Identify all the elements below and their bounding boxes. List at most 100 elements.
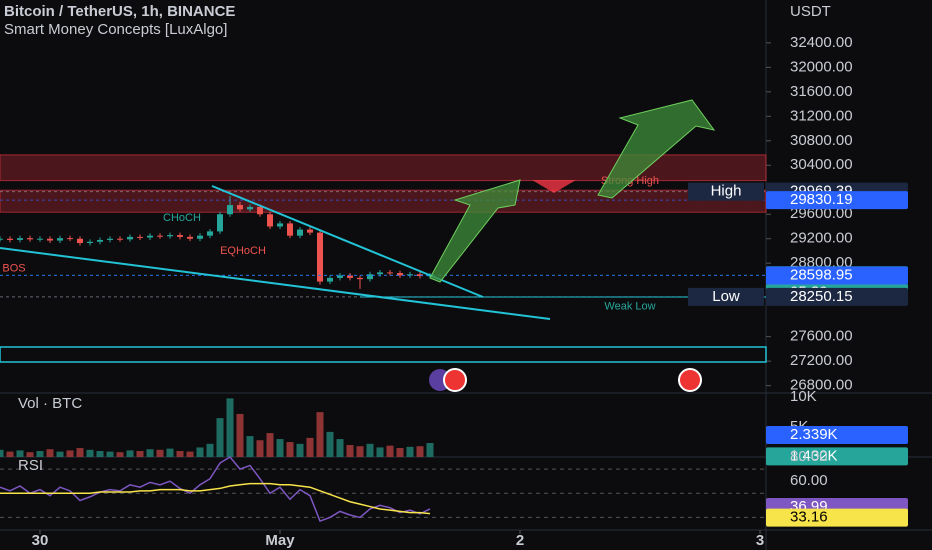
candle-body: [387, 272, 393, 274]
price-tag: [766, 266, 908, 285]
volume-bar: [196, 447, 204, 457]
tag-value: 28250.15: [790, 288, 853, 305]
volume-bar: [136, 451, 144, 457]
annotation: BOS: [2, 262, 25, 274]
y-tick-label: 60.00: [790, 472, 828, 489]
x-tick-label: May: [265, 532, 295, 549]
volume-bar: [0, 449, 4, 457]
volume-bar: [316, 412, 324, 457]
candle-body: [347, 275, 353, 278]
candle-body: [127, 236, 133, 240]
tag-name: High: [711, 183, 742, 200]
y-tick-label: 10K: [790, 388, 817, 405]
candle-body: [167, 235, 173, 237]
candle-body: [367, 274, 373, 280]
volume-bar: [306, 437, 314, 457]
candle-body: [27, 238, 33, 240]
candle-body: [397, 273, 403, 276]
volume-bar: [346, 445, 354, 457]
tag-value: 29830.19: [790, 191, 853, 208]
volume-bar: [366, 443, 374, 457]
candle-body: [137, 236, 143, 238]
chart-subtitle: Smart Money Concepts [LuxAlgo]: [4, 21, 227, 38]
candle-body: [97, 239, 103, 242]
volume-bar: [46, 449, 54, 457]
volume-bar: [256, 440, 264, 457]
price-tag: [766, 447, 908, 466]
y-tick-label: 32000.00: [790, 58, 853, 75]
candle-body: [17, 238, 23, 240]
volume-bar: [336, 439, 344, 457]
candle-body: [187, 236, 193, 239]
candle-body: [217, 214, 223, 232]
candle-body: [107, 238, 113, 240]
candle-body: [87, 241, 93, 244]
tag-value: 28598.95: [790, 267, 853, 284]
volume-bar: [416, 446, 424, 457]
volume-bar: [96, 451, 104, 457]
candle-body: [57, 238, 63, 241]
volume-bar: [66, 450, 74, 457]
candle-body: [0, 238, 3, 240]
y-tick-label: 30400.00: [790, 156, 853, 173]
volume-bar: [296, 443, 304, 457]
arrow: [597, 99, 716, 199]
candle-body: [297, 229, 303, 236]
pane-title: RSI: [18, 457, 43, 474]
candle-body: [337, 275, 343, 278]
volume-bar: [426, 443, 434, 457]
candle-body: [227, 205, 233, 215]
candle-body: [257, 206, 263, 215]
pane-title: Vol · BTC: [18, 395, 82, 412]
rsi-line: [0, 456, 431, 523]
x-tick-label: 3: [756, 532, 764, 549]
price-tag: [766, 191, 908, 210]
volume-bar: [106, 451, 114, 457]
candle-body: [327, 277, 333, 282]
candle-body: [207, 231, 213, 236]
volume-bar: [26, 452, 34, 457]
volume-bar: [246, 436, 254, 457]
tag-value: 33.16: [790, 509, 828, 526]
y-tick-label: 27200.00: [790, 352, 853, 369]
candle-body: [117, 238, 123, 240]
y-tick-label: 31600.00: [790, 83, 853, 100]
candle-body: [67, 238, 73, 240]
volume-bar: [6, 451, 14, 457]
volume-bar: [266, 433, 274, 457]
tag-name-box: [688, 182, 764, 201]
y-tick-label: 30800.00: [790, 132, 853, 149]
candle-body: [7, 238, 13, 240]
volume-bar: [166, 448, 174, 457]
chart-title: Bitcoin / TetherUS, 1h, BINANCE: [4, 3, 235, 20]
volume-bar: [146, 449, 154, 457]
volume-bar: [76, 448, 84, 457]
y-tick-label: 29200.00: [790, 230, 853, 247]
tag-name-box: [688, 287, 764, 306]
channel: [0, 346, 767, 363]
annotation: CHoCH: [163, 212, 201, 224]
y-tick-label: 32400.00: [790, 34, 853, 51]
candle-body: [47, 238, 53, 241]
candle-body: [317, 232, 323, 282]
y-tick-label: 27600.00: [790, 328, 853, 345]
price-tag: [766, 508, 908, 527]
volume-bar: [126, 450, 134, 457]
event-icon: [429, 368, 702, 392]
volume-bar: [286, 442, 294, 457]
candle-body: [147, 235, 153, 238]
candle-body: [267, 214, 273, 227]
zone: [0, 189, 767, 213]
y-tick-label: 29600.00: [790, 205, 853, 222]
volume-bar: [276, 439, 284, 457]
price-tag: [766, 287, 908, 306]
candle-body: [77, 238, 83, 244]
volume-bar: [236, 413, 244, 457]
candle-body: [197, 235, 203, 239]
volume-bar: [326, 431, 334, 457]
tag-value: 2.339K: [790, 426, 838, 443]
volume-bar: [396, 448, 404, 457]
candle-body: [377, 272, 383, 275]
volume-bar: [406, 446, 414, 457]
marker: [532, 180, 576, 193]
